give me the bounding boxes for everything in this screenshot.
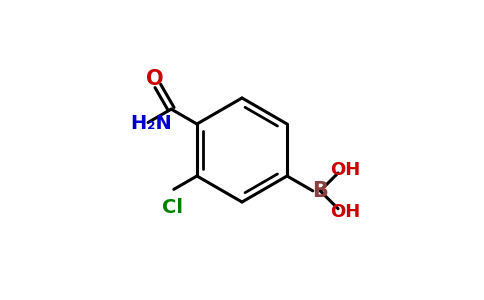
Text: Cl: Cl [162,198,183,217]
Text: B: B [312,181,328,201]
Text: O: O [146,68,164,88]
Text: OH: OH [331,203,361,221]
Text: ₂N: ₂N [147,115,171,134]
Text: OH: OH [331,161,361,179]
Text: H: H [130,115,147,134]
